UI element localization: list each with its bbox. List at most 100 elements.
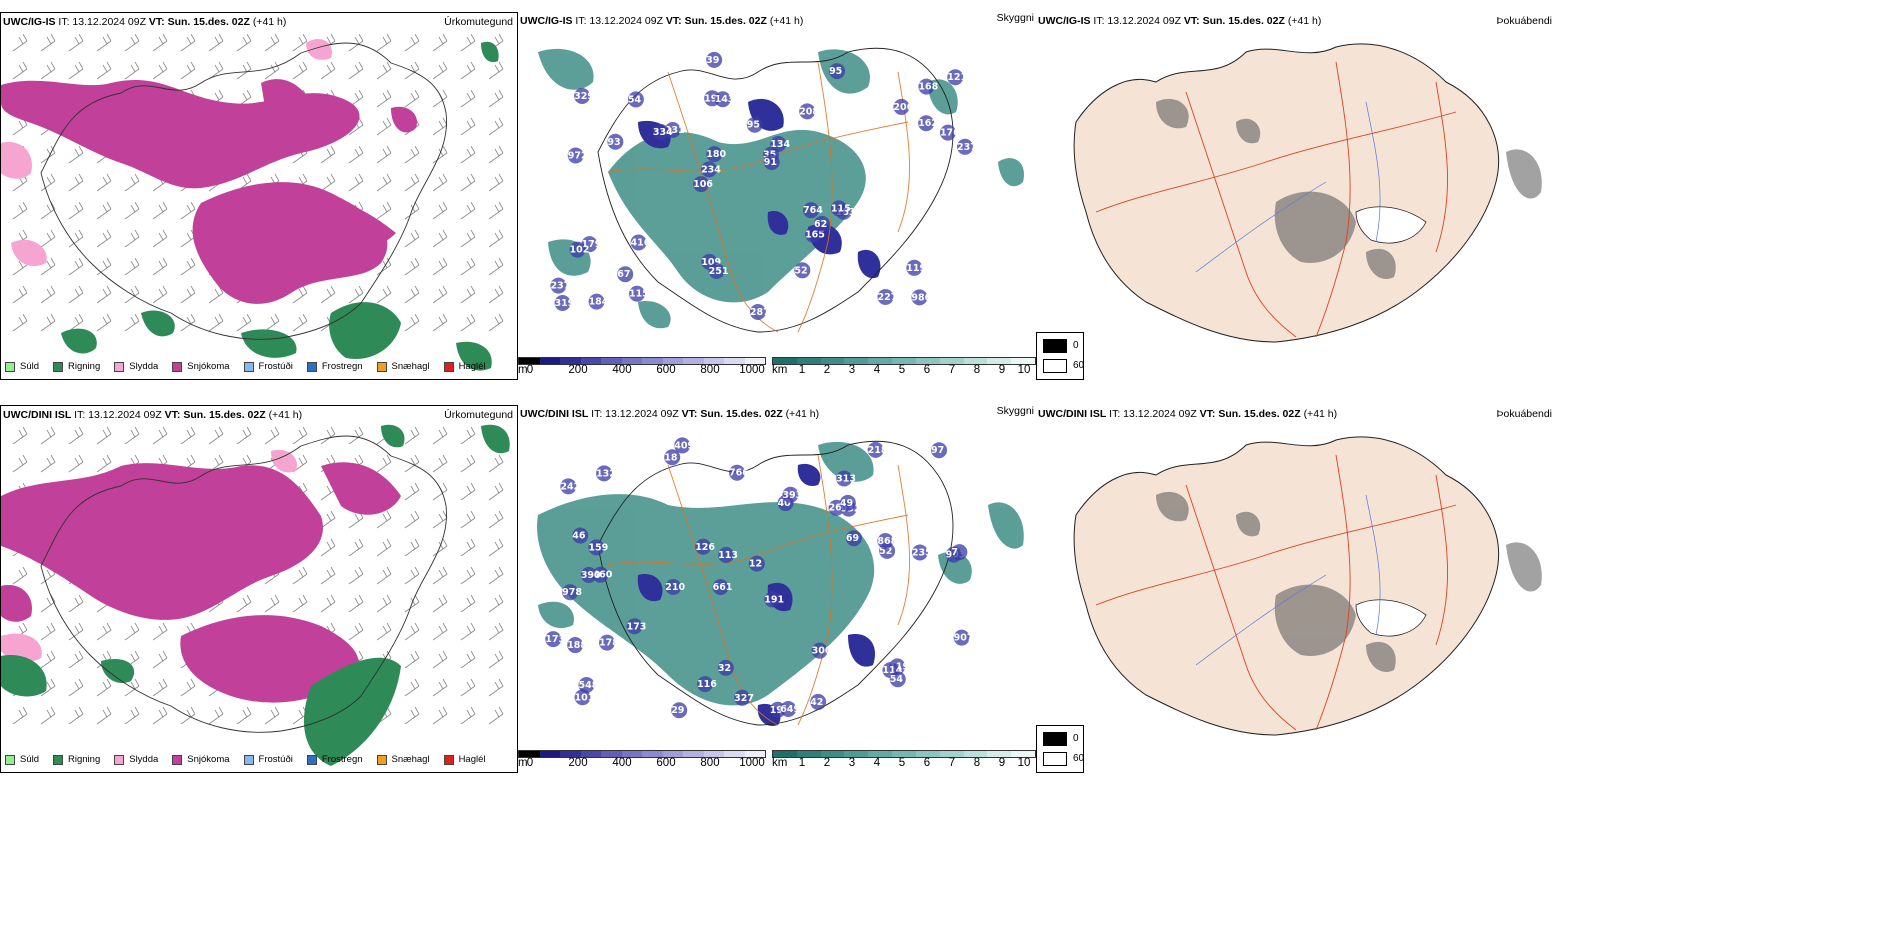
wind-barb: [40, 285, 56, 304]
wind-barb: [460, 285, 476, 304]
visibility-value-label: 184: [589, 297, 609, 308]
legend-swatch: [172, 361, 183, 372]
wind-barb: [40, 313, 56, 332]
visibility-label-bg: [630, 234, 647, 251]
visibility-value-label: 868: [877, 536, 897, 547]
colorbar-segment: [560, 751, 581, 757]
visibility-label-bg: [599, 634, 616, 651]
rivers: [1195, 494, 1381, 666]
wind-barb: [348, 145, 364, 164]
visibility-label-bg: [712, 579, 729, 596]
wind-barb: [40, 173, 56, 192]
wind-barb: [40, 33, 56, 52]
visibility-value-label: 114: [882, 665, 902, 676]
visibility-label-bg: [665, 579, 682, 596]
visibility-value-label: 231: [665, 125, 685, 136]
wind-barb: [180, 33, 196, 52]
visibility-value-label: 165: [805, 230, 825, 241]
legend-swatch: [243, 361, 254, 372]
visibility-value-label: 29: [671, 705, 684, 716]
wind-barb: [320, 145, 336, 164]
wind-barb: [488, 257, 504, 276]
low-visibility-areas: [538, 48, 1024, 329]
wind-barb: [12, 33, 28, 52]
wind-barb: [376, 454, 392, 473]
colorbar-segment: [519, 751, 540, 757]
wind-barb: [264, 594, 280, 613]
wind-barb: [96, 201, 112, 220]
visibility-label-bg: [918, 115, 935, 132]
colorbar-segment: [601, 751, 622, 757]
wind-barb: [40, 678, 56, 697]
fog-gray-areas: [1156, 491, 1542, 673]
visibility-label-bg: [567, 637, 584, 654]
wind-barb: [432, 89, 448, 108]
wind-barb: [432, 454, 448, 473]
wind-barb: [460, 538, 476, 557]
wind-barb: [404, 257, 420, 276]
tick: 10: [1017, 364, 1031, 376]
white-patch: [1355, 206, 1427, 244]
visibility-value-label: 42: [810, 697, 823, 708]
visibility-label-bg: [569, 241, 586, 258]
legend-swatch-black: [1043, 339, 1067, 353]
wind-barb: [40, 650, 56, 669]
wind-barb: [152, 706, 168, 725]
legend-swatch: [5, 754, 15, 765]
legend-label: 0: [1073, 733, 1079, 744]
visibility-label-bg: [957, 138, 974, 155]
visibility-value-label: 242: [560, 481, 580, 492]
visibility-value-label: 126: [695, 542, 715, 553]
legend-item: Slydda: [114, 361, 158, 372]
tick: 2: [823, 364, 831, 376]
visibility-label-bg: [617, 266, 634, 283]
visibility-label-bg: [652, 124, 669, 141]
wind-barb: [40, 61, 56, 80]
wind-barb: [152, 426, 168, 445]
visibility-label-bg: [906, 259, 923, 276]
visibility-label-bg: [764, 591, 781, 608]
wind-barb: [376, 285, 392, 304]
map-header: UWC/DINI ISL IT: 13.12.2024 09Z VT: Sun.…: [520, 408, 820, 420]
visibility-label-bg: [867, 441, 884, 458]
rain-areas: [1, 424, 510, 766]
wind-barb: [460, 89, 476, 108]
colorbar-segment: [621, 751, 642, 757]
wind-barb: [488, 594, 504, 613]
visibility-value-label: 661: [713, 582, 733, 593]
visibility-label-bg: [951, 544, 968, 561]
wind-barb: [488, 229, 504, 248]
visibility-map-row1: UWC/IG-IS IT: 13.12.2024 09Z VT: Sun. 15…: [518, 12, 1036, 380]
wind-barb: [348, 622, 364, 641]
height-unit: m: [518, 364, 528, 376]
colorbar-segment: [539, 751, 560, 757]
wind-barb: [460, 678, 476, 697]
legend-item: Snæhagl: [376, 361, 430, 372]
visibility-label-bg: [545, 631, 562, 648]
visibility-value-label: 237: [957, 142, 977, 153]
wind-barb: [12, 454, 28, 473]
sleet-areas: [1, 449, 297, 662]
visibility-label-bg: [607, 133, 624, 150]
visibility-label-bg: [911, 289, 928, 306]
visibility-label-bg: [708, 263, 725, 280]
colorbar-segment: [1011, 751, 1035, 757]
wind-barb: [320, 594, 336, 613]
visibility-label-bg: [947, 69, 964, 86]
visibility-value-label: 251: [709, 266, 729, 277]
wind-barb: [124, 622, 140, 641]
wind-barb: [124, 285, 140, 304]
wind-barb: [96, 285, 112, 304]
colorbar-segment: [724, 358, 745, 364]
wind-barb: [96, 229, 112, 248]
wind-barb: [460, 313, 476, 332]
wind-barb: [488, 117, 504, 136]
wind-barb: [432, 622, 448, 641]
fog-legend: 0 60: [1036, 725, 1084, 773]
wind-barb: [292, 426, 308, 445]
legend-swatch: [376, 754, 387, 765]
legend-swatch: [5, 361, 15, 372]
coastline: [40, 435, 447, 733]
wind-barb: [432, 145, 448, 164]
wind-barb: [40, 426, 56, 445]
